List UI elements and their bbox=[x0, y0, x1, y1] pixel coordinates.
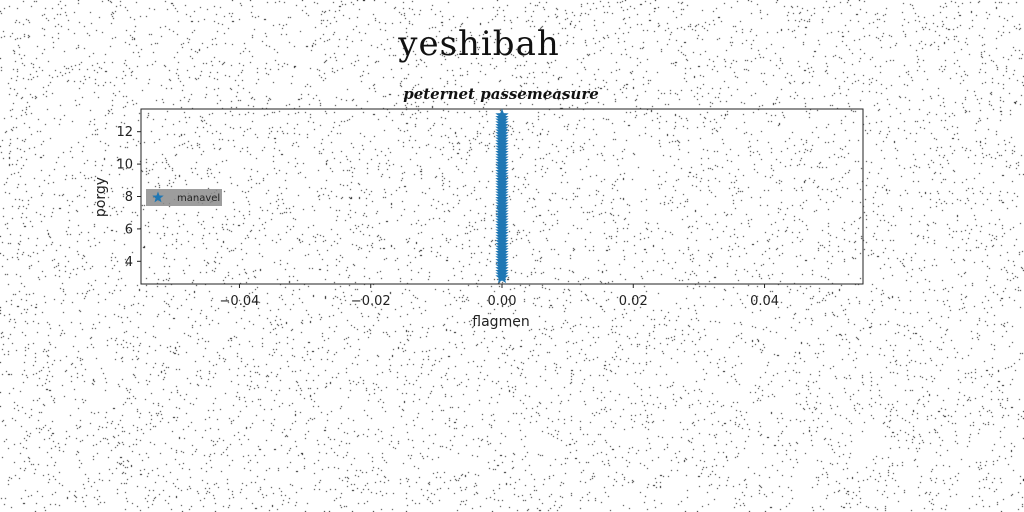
y-tick-label: 12 bbox=[116, 125, 133, 140]
x-tick-label: −0.02 bbox=[351, 294, 391, 309]
y-tick-label: 6 bbox=[125, 222, 133, 237]
y-tick-label: 4 bbox=[125, 255, 133, 270]
y-tick-label: 10 bbox=[116, 158, 133, 173]
legend-label: manavel bbox=[177, 193, 220, 204]
x-axis-label: flagmen bbox=[472, 314, 529, 330]
x-tick-label: 0.00 bbox=[488, 294, 517, 309]
y-axis-label: porgy bbox=[93, 177, 109, 217]
legend-star-icon bbox=[152, 191, 164, 203]
figure-title: yeshibah bbox=[398, 24, 560, 64]
data-point bbox=[495, 108, 509, 122]
x-tick-label: 0.02 bbox=[619, 294, 648, 309]
legend: manavel bbox=[146, 189, 222, 206]
chart-title: peternet passemeasure bbox=[403, 85, 599, 103]
x-tick-label: −0.04 bbox=[220, 294, 260, 309]
series-manavel-points bbox=[495, 108, 509, 284]
y-tick-label: 8 bbox=[125, 190, 133, 205]
x-axis-ticks: −0.04 −0.02 0.00 0.02 0.04 bbox=[220, 284, 779, 309]
y-axis-ticks: 4 6 8 10 12 bbox=[116, 125, 141, 270]
x-tick-label: 0.04 bbox=[750, 294, 779, 309]
legend-box bbox=[146, 189, 222, 206]
